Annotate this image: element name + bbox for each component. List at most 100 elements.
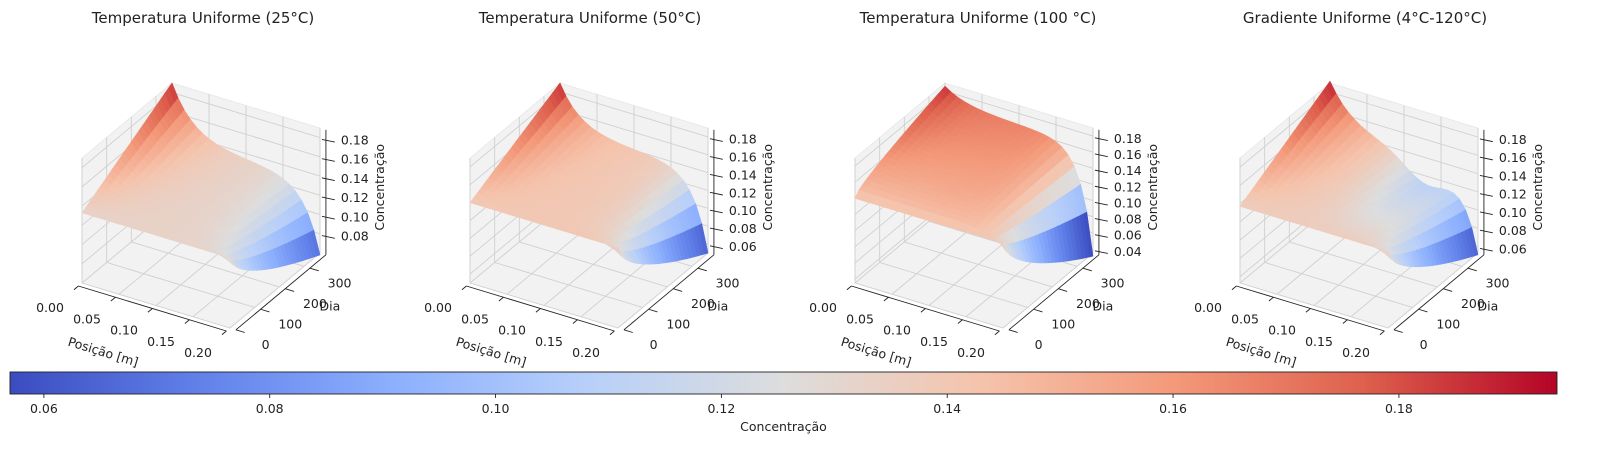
z-tick xyxy=(1479,193,1493,197)
z-tick xyxy=(1094,137,1108,142)
y-tick-label: 100 xyxy=(1051,316,1075,331)
x-tick-label: 0.10 xyxy=(498,323,526,338)
x-tick-label: 0.15 xyxy=(1305,334,1333,349)
x-axis-label: Posição [m] xyxy=(1224,334,1298,370)
gridline xyxy=(131,241,280,288)
z-tick xyxy=(709,156,723,160)
z-tick-label: 0.12 xyxy=(1114,179,1142,194)
x-tick xyxy=(1231,285,1237,291)
x-tick xyxy=(184,319,190,324)
colorbar-bar xyxy=(9,371,1558,395)
z-tick-label: 0.18 xyxy=(1114,131,1142,146)
y-tick-label: 200 xyxy=(303,296,327,311)
gridline xyxy=(1239,282,1389,329)
z-tick xyxy=(321,177,335,182)
z-tick xyxy=(1479,174,1493,179)
y-tick xyxy=(1058,288,1068,292)
gridline xyxy=(879,262,1028,308)
x-tick xyxy=(147,308,153,313)
subplot-title: Temperatura Uniforme (25°C) xyxy=(91,9,314,27)
y-tick xyxy=(673,288,683,292)
x-tick xyxy=(1379,330,1385,336)
z-tick xyxy=(321,196,335,201)
y-axis-line xyxy=(1393,254,1485,331)
y-tick xyxy=(309,267,319,272)
surface-patch xyxy=(1380,248,1393,261)
y-tick-label: 100 xyxy=(1436,316,1460,331)
y-tick xyxy=(648,308,658,313)
subplot-3: Temperatura Uniforme (100 °C) 0.00 0.05 0.1… xyxy=(809,9,1160,370)
y-tick xyxy=(235,329,245,333)
z-tick-label: 0.08 xyxy=(341,229,369,244)
gridline xyxy=(854,282,1004,329)
y-axis-line xyxy=(235,254,327,331)
y-axis-line xyxy=(1008,254,1100,331)
gridline xyxy=(81,282,231,329)
y-axis-line xyxy=(623,254,715,331)
colorbar: 0.06 0.08 0.10 0.12 0.14 0.16 0.18 Concentração xyxy=(9,371,1558,434)
surface-patch xyxy=(610,245,623,257)
gridline xyxy=(106,262,255,308)
subplot-title: Temperatura Uniforme (50°C) xyxy=(478,9,701,27)
y-tick-label: 200 xyxy=(1076,296,1100,311)
gridline xyxy=(1329,109,1479,156)
subplot-1: Temperatura Uniforme (25°C) 0.00 0.05 0.10 0… xyxy=(36,9,387,370)
y-tick xyxy=(697,267,707,272)
y-axis-label: Dia xyxy=(708,298,729,313)
z-tick-label: 0.14 xyxy=(341,171,369,186)
y-tick xyxy=(1082,267,1092,272)
x-tick xyxy=(1268,296,1274,302)
gridline xyxy=(171,111,321,158)
z-tick-label: 0.18 xyxy=(729,132,757,147)
x-tick-label: 0.00 xyxy=(36,300,64,315)
z-tick xyxy=(321,215,335,220)
y-tick xyxy=(285,288,295,292)
z-tick-label: 0.10 xyxy=(729,203,757,218)
z-axis-label: Concentração xyxy=(372,144,387,231)
colorbar-tick-label: 0.06 xyxy=(30,401,58,416)
z-tick xyxy=(1094,250,1108,254)
x-tick xyxy=(994,330,1000,336)
z-tick xyxy=(321,158,335,162)
z-axis-label: Concentração xyxy=(1530,144,1545,231)
z-tick xyxy=(1479,138,1493,143)
y-tick-label: 0 xyxy=(1035,337,1043,352)
z-tick xyxy=(709,138,723,142)
y-tick-label: 0 xyxy=(1420,337,1428,352)
z-tick xyxy=(1094,218,1108,222)
z-tick-label: 0.08 xyxy=(1114,212,1142,227)
x-tick-label: 0.10 xyxy=(1268,323,1296,338)
z-tick xyxy=(709,209,723,214)
z-tick xyxy=(709,191,723,196)
z-tick-label: 0.16 xyxy=(1114,147,1142,162)
y-tick-label: 200 xyxy=(691,296,715,311)
z-tick xyxy=(709,174,723,178)
y-tick xyxy=(1418,308,1428,313)
z-tick xyxy=(1479,229,1493,234)
x-tick-label: 0.15 xyxy=(147,334,175,349)
z-tick xyxy=(1094,201,1108,206)
x-tick-label: 0.15 xyxy=(535,334,563,349)
z-tick-label: 0.06 xyxy=(1499,241,1527,256)
x-tick-label: 0.05 xyxy=(461,311,489,326)
gridline xyxy=(1387,252,1479,329)
x-axis-label: Posição [m] xyxy=(839,334,913,370)
x-tick-label: 0.20 xyxy=(957,345,985,360)
colorbar-tick-label: 0.18 xyxy=(1385,401,1413,416)
surface-patch xyxy=(222,255,235,266)
x-axis-label: Posição [m] xyxy=(454,334,528,370)
y-tick-label: 200 xyxy=(1461,296,1485,311)
x-tick xyxy=(1305,308,1311,313)
y-tick xyxy=(1443,288,1453,292)
z-tick xyxy=(709,245,723,250)
z-tick xyxy=(321,138,335,143)
z-tick-label: 0.04 xyxy=(1114,244,1142,259)
z-tick-label: 0.16 xyxy=(729,150,757,165)
y-tick-label: 100 xyxy=(666,316,690,331)
x-tick-label: 0.00 xyxy=(424,300,452,315)
x-tick-label: 0.15 xyxy=(920,334,948,349)
gridline xyxy=(559,91,709,138)
gridline xyxy=(229,252,321,329)
y-axis-label: Dia xyxy=(320,298,341,313)
